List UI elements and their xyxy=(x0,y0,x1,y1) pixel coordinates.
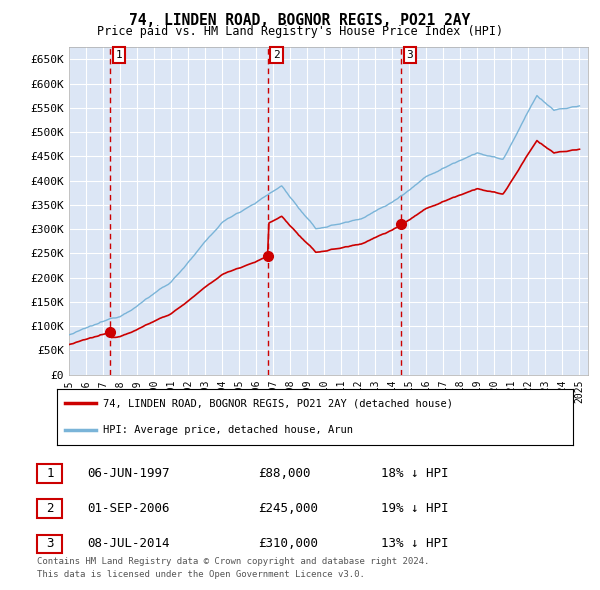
Text: 1: 1 xyxy=(116,50,122,60)
Text: 3: 3 xyxy=(407,50,413,60)
Text: Price paid vs. HM Land Registry's House Price Index (HPI): Price paid vs. HM Land Registry's House … xyxy=(97,25,503,38)
Text: 18% ↓ HPI: 18% ↓ HPI xyxy=(381,467,449,480)
Text: 13% ↓ HPI: 13% ↓ HPI xyxy=(381,537,449,550)
Text: 06-JUN-1997: 06-JUN-1997 xyxy=(87,467,170,480)
Text: 3: 3 xyxy=(46,537,53,550)
Text: £245,000: £245,000 xyxy=(258,502,318,515)
Text: Contains HM Land Registry data © Crown copyright and database right 2024.: Contains HM Land Registry data © Crown c… xyxy=(37,558,430,566)
Text: HPI: Average price, detached house, Arun: HPI: Average price, detached house, Arun xyxy=(103,425,353,435)
Text: 2: 2 xyxy=(273,50,280,60)
Text: 19% ↓ HPI: 19% ↓ HPI xyxy=(381,502,449,515)
Text: 01-SEP-2006: 01-SEP-2006 xyxy=(87,502,170,515)
Text: 2: 2 xyxy=(46,502,53,515)
Text: 1: 1 xyxy=(46,467,53,480)
Text: This data is licensed under the Open Government Licence v3.0.: This data is licensed under the Open Gov… xyxy=(37,571,365,579)
Text: 74, LINDEN ROAD, BOGNOR REGIS, PO21 2AY: 74, LINDEN ROAD, BOGNOR REGIS, PO21 2AY xyxy=(130,13,470,28)
Text: £310,000: £310,000 xyxy=(258,537,318,550)
Text: £88,000: £88,000 xyxy=(258,467,311,480)
Text: 08-JUL-2014: 08-JUL-2014 xyxy=(87,537,170,550)
Text: 74, LINDEN ROAD, BOGNOR REGIS, PO21 2AY (detached house): 74, LINDEN ROAD, BOGNOR REGIS, PO21 2AY … xyxy=(103,398,454,408)
